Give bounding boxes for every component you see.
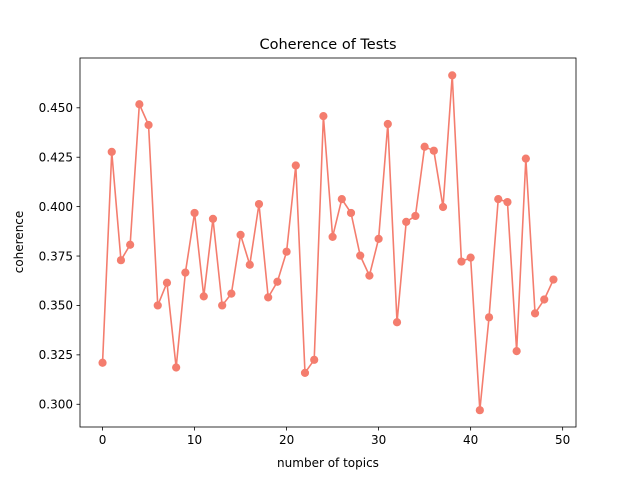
data-point [107, 147, 116, 156]
data-point [448, 71, 457, 80]
x-tick-label: 30 [371, 433, 386, 447]
data-point [392, 318, 402, 327]
data-point [181, 268, 190, 277]
data-point [273, 277, 282, 286]
data-point [144, 120, 153, 130]
data-point [310, 355, 319, 364]
data-point [512, 347, 521, 356]
x-tick-label: 40 [463, 433, 478, 447]
series-line [101, 74, 555, 412]
data-point [135, 100, 144, 109]
y-tick-label: 0.325 [39, 348, 73, 362]
data-point [383, 119, 392, 129]
data-point [420, 142, 429, 151]
data-point [98, 358, 107, 367]
data-point [457, 257, 466, 266]
data-point [162, 278, 172, 287]
y-tick-label: 0.300 [39, 398, 73, 412]
data-point [475, 406, 484, 415]
data-point [319, 112, 328, 121]
data-point [245, 260, 254, 269]
data-point [172, 363, 181, 372]
data-point [291, 161, 300, 170]
plot-area: 0 10 20 30 40 50 0.300 0.325 0.350 0.375 0.400 0.42… [39, 57, 577, 447]
data-point [337, 195, 346, 204]
data-point [126, 240, 135, 249]
y-tick-label: 0.425 [39, 151, 73, 165]
y-tick-label: 0.375 [39, 249, 73, 263]
x-axis-title: number of topics [277, 456, 379, 470]
data-point [549, 275, 558, 284]
data-point [346, 208, 356, 218]
axes-frame [79, 57, 577, 428]
data-point [494, 195, 503, 204]
data-point [530, 309, 540, 318]
data-point [484, 313, 494, 322]
x-tick-label: 10 [187, 433, 202, 447]
data-point [521, 154, 530, 163]
data-point [208, 214, 218, 223]
x-tick-label: 0 [99, 433, 107, 447]
data-point [236, 230, 245, 239]
data-point [402, 217, 411, 226]
data-point [190, 208, 199, 218]
data-point [227, 289, 236, 298]
data-point [503, 197, 512, 207]
data-point [254, 199, 264, 209]
x-tick-label: 50 [555, 433, 570, 447]
data-point [264, 293, 273, 302]
data-point [218, 301, 227, 310]
data-point [438, 202, 448, 212]
chart-title: Coherence of Tests [259, 37, 396, 53]
data-point [466, 253, 475, 262]
data-point [374, 234, 383, 243]
data-point [429, 146, 438, 155]
data-point [116, 256, 126, 265]
y-tick-label: 0.350 [39, 299, 73, 313]
y-tick-label: 0.450 [39, 101, 73, 115]
data-point [540, 295, 549, 304]
data-point [356, 251, 365, 260]
y-tick-label: 0.400 [39, 200, 73, 214]
data-point [300, 368, 310, 377]
x-tick-label: 20 [279, 433, 294, 447]
data-point [282, 247, 291, 256]
data-point [365, 271, 374, 280]
data-point [328, 232, 337, 241]
y-axis-title: coherence [12, 211, 26, 274]
data-point [411, 211, 420, 221]
data-point [199, 292, 208, 301]
data-point [153, 301, 162, 310]
